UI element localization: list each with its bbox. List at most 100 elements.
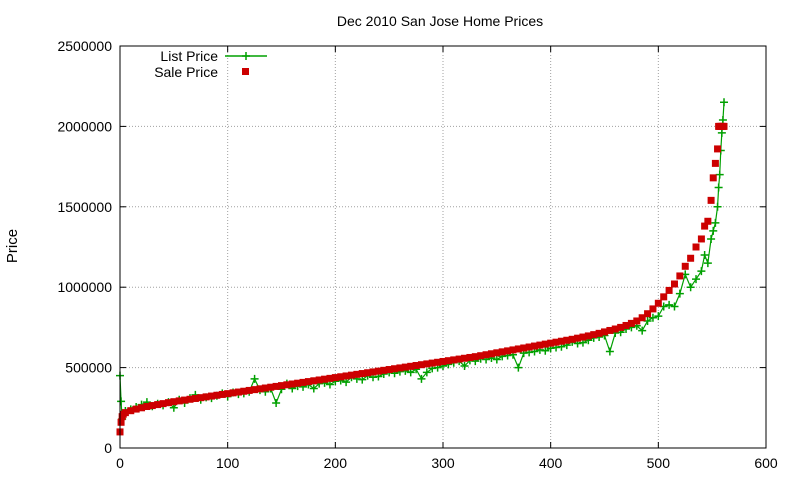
list-price-point [417, 374, 426, 383]
sale-price-point [707, 196, 715, 204]
sale-price-point [234, 388, 242, 396]
x-tick-label: 200 [324, 455, 348, 471]
sale-price-point [627, 319, 635, 327]
sale-price-point [229, 389, 237, 397]
list-price-point [654, 312, 663, 321]
sale-price-point [369, 368, 377, 376]
legend-marker-list-price [242, 52, 250, 60]
sale-price-point [304, 378, 312, 386]
sale-price-point [670, 280, 678, 288]
sale-price-point [450, 356, 458, 364]
sale-price-point [428, 359, 436, 367]
sale-price-point [321, 375, 329, 383]
sale-price-point [584, 332, 592, 340]
sale-price-point [208, 392, 216, 400]
sale-price-point [697, 235, 705, 243]
sale-price-point [132, 405, 140, 413]
sale-price-point [423, 360, 431, 368]
sale-price-point [364, 369, 372, 377]
sale-price-point [412, 362, 420, 370]
list-price-point [720, 98, 729, 107]
list-price-point [309, 384, 318, 393]
x-tick-label: 100 [216, 455, 240, 471]
list-price-point [541, 346, 550, 355]
sale-price-point [218, 390, 226, 398]
chart-title: Dec 2010 San Jose Home Prices [337, 13, 543, 29]
sale-price-point [407, 362, 415, 370]
sale-price-point [466, 353, 474, 361]
y-tick-label: 1500000 [57, 199, 112, 215]
sale-price-point [117, 418, 125, 426]
x-tick-label: 600 [754, 455, 778, 471]
sale-price-point [224, 390, 232, 398]
sale-price-point [385, 366, 393, 374]
sale-price-point [660, 293, 668, 301]
list-price-point [703, 259, 712, 268]
sale-price-point [380, 366, 388, 374]
series-layer [116, 98, 729, 436]
list-price-point [665, 300, 674, 309]
list-price-point [117, 397, 126, 406]
sale-price-point [337, 373, 345, 381]
sale-price-point [272, 382, 280, 390]
list-price-point [514, 363, 523, 372]
y-tick-label: 2000000 [57, 118, 112, 134]
sale-price-point [256, 385, 264, 393]
sale-price-point [709, 174, 717, 182]
sale-price-point [278, 382, 285, 390]
x-tick-label: 400 [539, 455, 563, 471]
list-price-point [714, 183, 723, 192]
sale-price-point [590, 331, 598, 339]
sale-price-point [186, 395, 194, 403]
legend-marker-sale-price [242, 68, 249, 75]
sale-price-point [127, 407, 135, 415]
sale-price-point [342, 372, 350, 380]
sale-price-point [649, 305, 657, 313]
x-tick-label: 500 [647, 455, 671, 471]
list-price-point [250, 374, 259, 383]
sale-price-point [138, 404, 146, 412]
sale-price-point [531, 342, 539, 350]
list-price-point [707, 234, 716, 243]
sale-price-point [471, 353, 479, 361]
sale-price-point [487, 350, 495, 358]
list-price-point [692, 275, 701, 284]
sale-price-point [240, 387, 248, 395]
sale-price-point [143, 403, 151, 411]
sale-price-point [396, 364, 404, 372]
sale-price-point [315, 376, 323, 384]
sale-price-point [654, 299, 662, 307]
y-tick-label: 500000 [65, 360, 112, 376]
x-tick-label: 300 [431, 455, 455, 471]
list-price-point [422, 368, 431, 377]
sale-price-point [148, 402, 156, 410]
sale-price-point [461, 354, 469, 362]
sale-price-point [536, 341, 544, 349]
sale-price-point [267, 383, 275, 391]
y-axis-label: Price [4, 229, 21, 263]
sale-price-point [692, 243, 700, 251]
sale-price-point [601, 328, 608, 336]
list-price-point [709, 226, 718, 235]
sale-price-point [547, 339, 555, 347]
sale-price-point [701, 222, 709, 230]
sale-price-point [638, 314, 646, 322]
list-price-point [697, 267, 706, 276]
list-price-point [715, 170, 724, 179]
sale-price-point [283, 381, 291, 389]
sale-price-point [704, 217, 712, 225]
sale-price-point [191, 394, 199, 402]
sale-price-point [417, 361, 425, 369]
sale-price-point [374, 367, 382, 375]
list-price-point [638, 326, 647, 335]
list-price-point [713, 202, 722, 211]
sale-price-point [644, 310, 652, 318]
sale-price-point [159, 400, 167, 408]
sale-price-point [391, 365, 399, 373]
list-price-point [605, 347, 614, 356]
sale-price-point [154, 401, 162, 409]
sale-price-point [681, 262, 689, 270]
sale-price-point [202, 393, 210, 401]
sale-price-point [611, 325, 619, 333]
